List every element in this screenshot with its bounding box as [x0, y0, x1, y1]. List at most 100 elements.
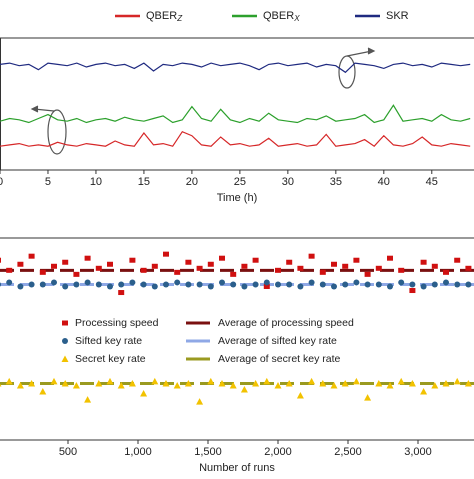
point — [409, 288, 416, 294]
point — [95, 281, 102, 288]
point — [129, 257, 136, 263]
point — [140, 390, 148, 397]
point — [151, 263, 158, 269]
point — [62, 259, 69, 265]
point — [431, 381, 439, 389]
point — [207, 377, 215, 385]
point — [342, 263, 349, 269]
point — [296, 392, 304, 399]
point — [409, 281, 416, 288]
point — [163, 251, 169, 257]
annotation — [30, 47, 376, 155]
point — [106, 377, 114, 385]
x-tick-label: 45 — [426, 176, 438, 188]
point — [464, 379, 472, 387]
point — [84, 279, 91, 286]
point — [286, 281, 293, 288]
legend-label: QBERZ — [146, 10, 183, 23]
point — [241, 283, 248, 290]
point — [0, 383, 2, 387]
legend-label: Processing speed — [75, 317, 159, 329]
point — [308, 377, 316, 385]
point — [420, 388, 428, 395]
point — [443, 269, 449, 275]
x-tick-label: 1,500 — [194, 446, 222, 458]
point — [28, 281, 35, 288]
point — [118, 290, 125, 296]
point — [207, 261, 214, 267]
point — [275, 267, 281, 273]
point — [51, 279, 57, 286]
point — [107, 261, 113, 267]
point — [364, 281, 371, 288]
point — [342, 281, 349, 288]
point — [151, 377, 159, 385]
point — [51, 263, 57, 269]
point — [62, 283, 69, 290]
point — [230, 281, 237, 288]
legend-label: Average of secret key rate — [218, 353, 341, 365]
point — [163, 281, 169, 288]
point — [252, 281, 259, 288]
point — [174, 279, 181, 286]
legend-name: Secret key rate — [75, 353, 146, 365]
point — [0, 257, 1, 263]
point — [28, 253, 35, 259]
point — [331, 283, 337, 290]
point — [353, 279, 360, 286]
point — [241, 263, 248, 269]
point — [297, 265, 304, 271]
legend-label: SKR — [386, 10, 409, 22]
point — [207, 283, 214, 290]
point — [151, 283, 158, 290]
point — [398, 279, 405, 286]
point — [330, 381, 338, 389]
point — [0, 282, 1, 287]
point — [16, 381, 24, 389]
x-axis-label: Number of runs — [199, 462, 275, 474]
point — [240, 386, 248, 393]
point — [263, 279, 270, 286]
point — [6, 267, 13, 273]
point — [386, 381, 394, 389]
point — [5, 377, 13, 385]
point — [341, 379, 349, 387]
point — [465, 265, 472, 271]
point — [107, 283, 113, 290]
data-line — [0, 130, 471, 147]
data-line — [0, 62, 471, 74]
point — [219, 279, 225, 286]
point — [219, 255, 225, 261]
point — [387, 283, 393, 290]
point — [61, 379, 69, 387]
point — [73, 281, 80, 288]
point — [308, 253, 315, 259]
point — [184, 379, 192, 387]
x-tick-label: 25 — [234, 176, 246, 188]
point — [285, 379, 293, 387]
point — [128, 379, 136, 387]
point — [196, 281, 203, 288]
x-tick-label: 40 — [378, 176, 390, 188]
point — [72, 381, 80, 389]
point — [230, 271, 237, 277]
point — [431, 263, 438, 269]
point — [308, 279, 315, 286]
point — [84, 396, 92, 403]
legend-name: QBER — [146, 10, 177, 22]
legend-swatch — [62, 338, 68, 344]
point — [218, 379, 226, 387]
point — [353, 257, 360, 263]
point — [319, 269, 326, 275]
point — [398, 267, 405, 273]
point — [375, 281, 382, 288]
point — [252, 257, 259, 263]
point — [364, 394, 372, 401]
legend-subscript: Z — [176, 14, 183, 23]
point — [196, 265, 203, 271]
point — [17, 283, 24, 290]
point — [375, 265, 382, 271]
x-tick-label: 20 — [186, 176, 198, 188]
point — [420, 283, 427, 290]
